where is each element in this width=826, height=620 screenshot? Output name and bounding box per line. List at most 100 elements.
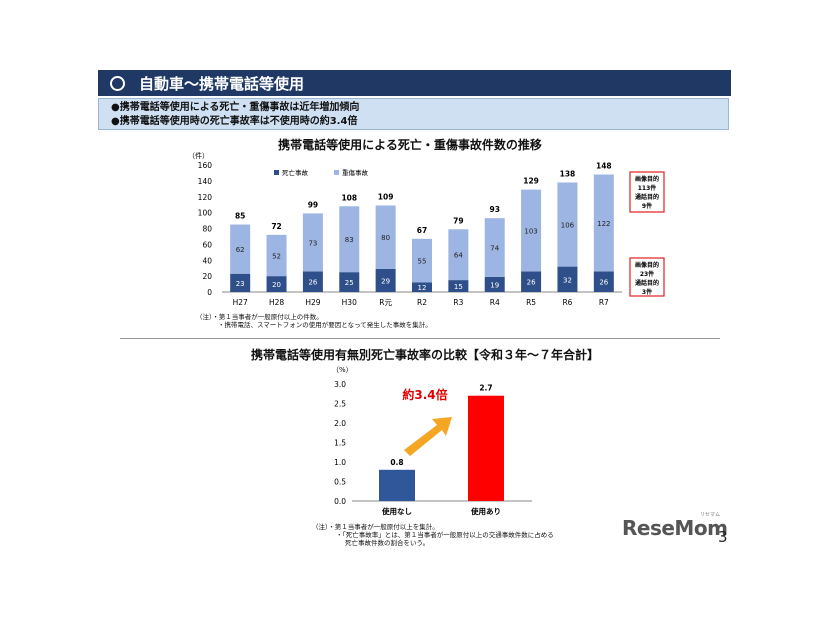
x-tick-label: R6 <box>562 298 572 307</box>
callout-box <box>629 257 665 297</box>
bar-fatal <box>375 268 396 292</box>
callout-box <box>629 171 665 213</box>
bar-fatal <box>302 271 323 292</box>
bar-serious <box>557 182 578 267</box>
bar-serious <box>339 206 360 273</box>
chart2-y-tick-label: 2.0 <box>334 419 346 428</box>
bar-fatal <box>557 266 578 292</box>
resemom-logo: ReseMom <box>622 516 728 540</box>
data-label-total: 79 <box>453 216 463 225</box>
data-label-total: 148 <box>596 162 612 171</box>
data-label-serious: 62 <box>236 246 245 254</box>
increase-arrow-icon <box>404 417 452 456</box>
data-label-serious: 64 <box>454 252 463 260</box>
x-tick-label: R4 <box>490 298 500 307</box>
data-label-total: 99 <box>308 200 318 209</box>
chart2-note-1: （注）・第１当事者が一般原付以上を集計。 <box>312 523 439 531</box>
bar-serious <box>266 234 287 277</box>
bar-fatal <box>412 282 432 292</box>
data-label-serious: 80 <box>381 234 390 242</box>
chart1-note-1: （注）・第１当事者が一般原付以上の件数。 <box>196 313 323 321</box>
chart1-y-tick-label: 0 <box>207 288 212 297</box>
data-label-serious: 122 <box>597 220 610 228</box>
data-label-fatal: 19 <box>490 281 499 289</box>
bar-fatal <box>230 273 251 292</box>
chart2-y-tick-label: 0.5 <box>334 478 346 487</box>
section-header: 自動車～携帯電話等使用 <box>98 70 731 96</box>
callout-text: 23件 <box>640 270 654 278</box>
bar-fatal <box>266 276 287 292</box>
chart1-y-tick-label: 60 <box>202 240 212 249</box>
data-label-total: 85 <box>235 212 245 221</box>
x-tick-label: H28 <box>269 298 284 307</box>
circle-icon <box>110 75 125 91</box>
data-label-fatal: 32 <box>563 276 572 284</box>
bar-not-used <box>379 469 415 501</box>
bar-fatal <box>521 271 542 292</box>
data-label: 2.7 <box>479 384 492 393</box>
callout-text: 画像目的 <box>635 175 659 183</box>
data-label-fatal: 29 <box>381 277 390 285</box>
chart2-y-tick-label: 2.5 <box>334 400 346 409</box>
data-label-fatal: 26 <box>308 279 317 287</box>
bar-fatal <box>448 280 469 292</box>
x-tick-label: H29 <box>305 298 320 307</box>
chart2-y-tick-label: 1.0 <box>334 458 346 467</box>
bar-fatal <box>593 271 614 292</box>
chart2-y-tick-label: 1.5 <box>334 439 346 448</box>
x-tick-label: R7 <box>599 298 609 307</box>
data-label-serious: 103 <box>524 227 537 235</box>
chart1-y-tick-label: 100 <box>198 209 213 218</box>
data-label-serious: 52 <box>272 252 281 260</box>
data-label-total: 138 <box>560 169 576 178</box>
chart1-y-tick-label: 160 <box>198 161 213 170</box>
chart1-y-tick-label: 140 <box>198 177 213 186</box>
chart2-y-axis-label: （%） <box>332 366 353 374</box>
chart2-note-3: 死亡事故件数の割合をいう。 <box>345 539 430 547</box>
chart1-stacked-bar: （件） 0 20 40 60 80 100 120 140 160 死亡事故 重傷事故 23 62 85 H2… <box>188 151 665 307</box>
x-tick-label: R2 <box>417 298 427 307</box>
x-tick-label: R3 <box>453 298 463 307</box>
bar-serious <box>375 205 396 269</box>
legend-swatch-fatal <box>274 170 279 175</box>
bar-used <box>468 395 504 501</box>
data-label-total: 67 <box>417 226 427 235</box>
chart1-y-tick-label: 80 <box>202 225 212 234</box>
bar-serious <box>230 224 251 274</box>
chart2-note-2: ・「死亡事故率」とは、第１当事者が一般原付以上の交通事故件数に占める <box>336 531 554 539</box>
resemom-logo-kana: リセマム <box>700 512 721 518</box>
data-label-fatal: 25 <box>345 279 354 287</box>
x-tick-label: 使用なし <box>381 506 412 516</box>
chart1-y-axis-label: （件） <box>188 151 209 160</box>
data-label: 0.8 <box>390 458 403 467</box>
x-tick-label: R元 <box>379 298 392 307</box>
bar-serious <box>302 213 323 272</box>
x-tick-label: H27 <box>233 298 248 307</box>
data-label-serious: 106 <box>561 222 575 230</box>
callout-text: 通話目的 <box>635 193 659 201</box>
data-label-total: 72 <box>271 222 281 231</box>
data-label-serious: 83 <box>345 236 354 244</box>
callout-text: 通話目的 <box>635 279 659 287</box>
callout-text: 3件 <box>642 288 652 296</box>
chart1-title: 携帯電話等使用による死亡・重傷事故件数の推移 <box>278 138 542 152</box>
x-tick-label: H30 <box>342 298 357 307</box>
legend-label-serious: 重傷事故 <box>342 168 369 177</box>
legend-swatch-serious <box>334 170 339 175</box>
data-label-fatal: 12 <box>418 284 427 292</box>
bar-serious <box>412 238 432 283</box>
legend-label-fatal: 死亡事故 <box>282 168 309 177</box>
data-label-total: 93 <box>490 205 500 214</box>
data-label-fatal: 15 <box>454 283 463 291</box>
callout-text: 9件 <box>642 202 652 210</box>
data-label-fatal: 26 <box>599 279 608 287</box>
callout-text: 画像目的 <box>635 261 659 269</box>
chart2-title: 携帯電話等使用有無別死亡事故率の比較【令和３年～７年合計】 <box>250 348 599 362</box>
data-label-serious: 74 <box>490 245 499 253</box>
summary-line-1: ●携帯電話等使用による死亡・重傷事故は近年増加傾向 <box>111 102 360 113</box>
chart2-y-tick-label: 0.0 <box>334 497 346 506</box>
ratio-annotation: 約3.4倍 <box>402 387 447 402</box>
bar-fatal <box>484 276 505 292</box>
bar-fatal <box>339 272 360 292</box>
